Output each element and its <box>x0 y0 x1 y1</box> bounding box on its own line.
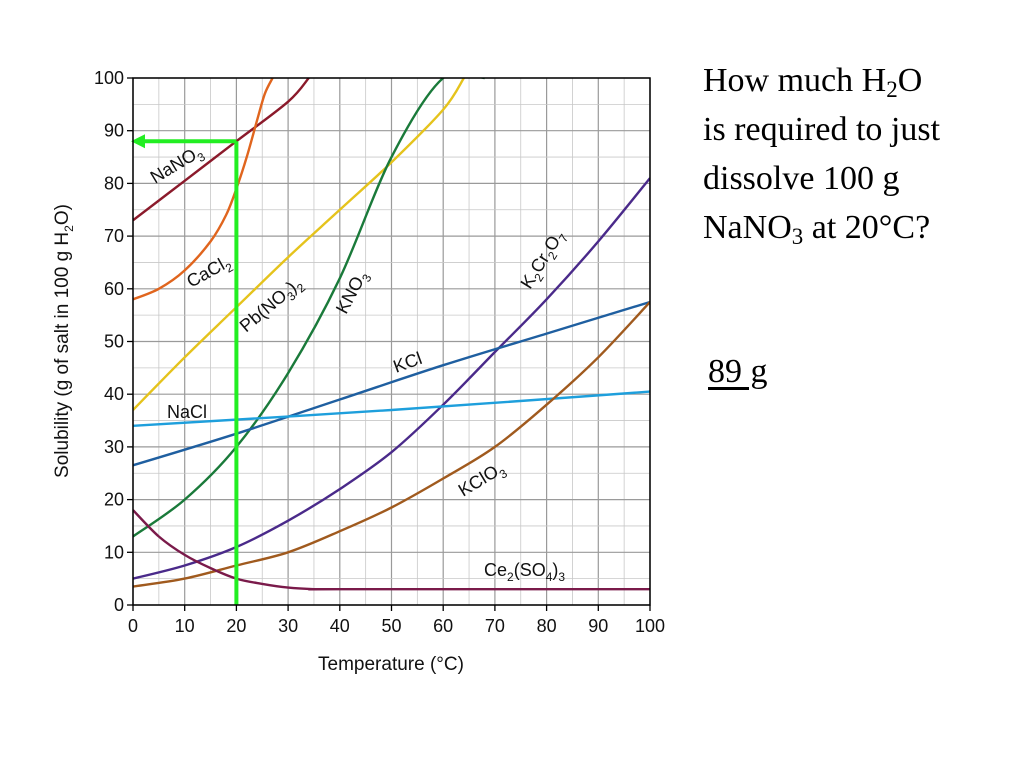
curve-kclo3 <box>133 301 650 588</box>
x-tick-label: 40 <box>330 616 350 636</box>
curve-label-kno3: KNO3 <box>332 267 375 319</box>
question-line-1-tail: O <box>897 62 923 99</box>
y-tick-label: 20 <box>104 490 124 510</box>
curve-kno3 <box>133 78 485 538</box>
y-axis-title-text: Solubility (g of salt in 100 g H <box>52 232 73 478</box>
y-tick-label: 100 <box>94 68 124 88</box>
x-tick-label: 70 <box>485 616 505 636</box>
y-axis-title-sub: 2 <box>62 225 76 232</box>
question-line-1-text: How much H <box>703 62 887 99</box>
y-tick-label: 90 <box>104 121 124 141</box>
chart-curves <box>133 78 650 591</box>
question-line-4-tail: at 20°C? <box>803 209 931 246</box>
y-tick-label: 60 <box>104 279 124 299</box>
chart-ticks: 0 10 20 30 40 50 60 70 80 90 100 0 10 20 30 40 50 60 70 80 9… <box>94 68 665 636</box>
y-axis-title: Solubility (g of salt in 100 g H2O) <box>52 204 76 478</box>
chart-grid <box>132 77 651 606</box>
question-line-4: NaNO3 at 20°C? <box>703 203 1013 252</box>
y-tick-label: 0 <box>114 595 124 615</box>
curve-label-part: CaCl <box>183 255 228 292</box>
annotation-arrowhead <box>131 134 145 149</box>
y-tick-label: 50 <box>104 332 124 352</box>
x-tick-label: 80 <box>537 616 557 636</box>
answer-text: 89 g <box>708 353 768 390</box>
solubility-chart: 0 10 20 30 40 50 60 70 80 90 100 0 10 20 30 40 50 60 70 80 9… <box>52 68 665 675</box>
x-tick-label: 10 <box>175 616 195 636</box>
question-line-1: How much H2O <box>703 56 1013 105</box>
question-line-1-sub: 2 <box>886 77 898 102</box>
curve-label-part: 4 <box>546 570 553 584</box>
curve-cacl2 <box>133 78 274 301</box>
y-tick-label: 30 <box>104 437 124 457</box>
curve-label-part: NaCl <box>167 402 207 422</box>
curve-nano3 <box>133 78 310 222</box>
curve-label-pb-no3-2: Pb(NO3)2 <box>236 273 309 339</box>
curve-label-part: Pb(NO <box>236 285 291 336</box>
curve-label-kclo3: KClO3 <box>455 458 510 504</box>
x-tick-label: 90 <box>588 616 608 636</box>
x-tick-label: 100 <box>635 616 665 636</box>
x-tick-label: 20 <box>226 616 246 636</box>
curve-label-part: 3 <box>558 570 565 584</box>
curve-label-part: Ce <box>484 560 507 580</box>
reading-annotation <box>131 134 239 605</box>
x-tick-label: 30 <box>278 616 298 636</box>
question-text: How much H2O is required to just dissolv… <box>703 56 1013 252</box>
x-tick-label: 60 <box>433 616 453 636</box>
x-tick-label: 0 <box>128 616 138 636</box>
curve-k2cr2o7 <box>133 177 650 580</box>
curve-label-part: 2 <box>507 570 514 584</box>
y-axis-title-tail: O) <box>52 204 73 225</box>
x-axis-title: Temperature (°C) <box>318 654 464 675</box>
question-line-4-sub: 3 <box>791 224 804 249</box>
y-tick-label: 70 <box>104 226 124 246</box>
curve-pb-no3-2 <box>133 78 465 411</box>
question-line-4-text: NaNO <box>703 209 792 246</box>
curve-label-part: (SO <box>514 560 546 580</box>
question-line-2: is required to just <box>703 111 941 148</box>
curve-kcl <box>133 300 650 467</box>
x-tick-label: 50 <box>381 616 401 636</box>
curve-label-part: ) <box>552 560 558 580</box>
y-tick-label: 80 <box>104 173 124 193</box>
y-tick-label: 40 <box>104 384 124 404</box>
curve-label-part: NaNO <box>147 145 200 188</box>
curve-nacl <box>133 390 650 427</box>
question-line-3: dissolve 100 g <box>703 160 900 197</box>
curve-ce2-so4-3 <box>133 509 650 591</box>
y-tick-label: 10 <box>104 542 124 562</box>
curve-label-nacl: NaCl <box>167 402 207 422</box>
curve-label-ce2-so4-3: Ce2(SO4)3 <box>484 560 565 584</box>
